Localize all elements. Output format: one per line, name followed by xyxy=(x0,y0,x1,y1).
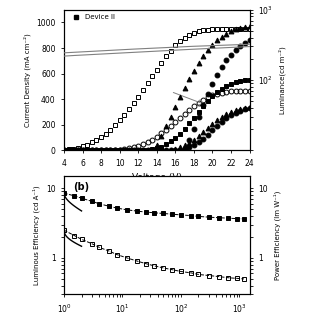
Y-axis label: Power Efficiency (lm W⁻¹): Power Efficiency (lm W⁻¹) xyxy=(273,190,281,280)
Text: (b): (b) xyxy=(73,182,89,192)
X-axis label: Voltage (V): Voltage (V) xyxy=(132,173,182,182)
Y-axis label: Current Density (mA cm⁻²): Current Density (mA cm⁻²) xyxy=(23,33,31,127)
Legend: Device II: Device II xyxy=(68,13,116,22)
Y-axis label: Luminous Efficiency (cd A⁻¹): Luminous Efficiency (cd A⁻¹) xyxy=(33,185,41,285)
Y-axis label: Luminance(cd m⁻²): Luminance(cd m⁻²) xyxy=(278,46,286,114)
